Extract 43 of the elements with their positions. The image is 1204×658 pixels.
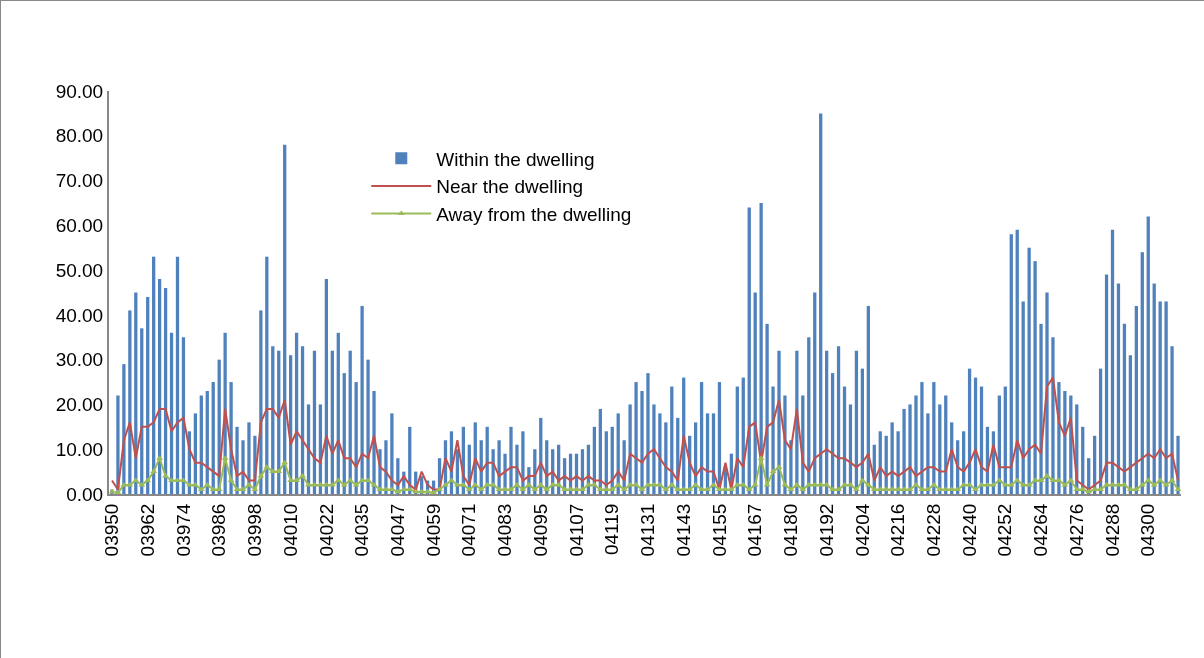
x-tick-label: 04155	[708, 503, 730, 557]
x-tick-label: 04276	[1065, 503, 1087, 557]
y-tick-label: 80.00	[55, 125, 104, 147]
y-tick-label: 60.00	[55, 214, 104, 236]
x-tick-label: 03986	[208, 503, 230, 557]
x-tick-label: 04216	[887, 503, 909, 557]
x-tick-label: 04180	[780, 503, 802, 557]
x-tick-label: 04010	[279, 503, 301, 557]
x-tick-label: 04167	[744, 503, 766, 557]
y-tick-label: 10.00	[55, 438, 104, 460]
y-tick-label: 0.00	[66, 483, 104, 505]
x-tick-label: 04071	[458, 503, 480, 557]
x-tick-label: 04288	[1101, 503, 1123, 557]
legend-label: Away from the dwelling	[436, 204, 632, 226]
y-tick-label: 40.00	[55, 304, 104, 326]
x-tick-label: 04047	[387, 503, 409, 557]
x-tick-label: 03950	[101, 503, 123, 557]
x-tick-label: 04143	[672, 503, 694, 557]
x-tick-label: 04264	[1030, 503, 1052, 557]
x-tick-label: 04228	[923, 503, 945, 557]
y-tick-label: 50.00	[55, 259, 104, 281]
y-tick-label: 70.00	[55, 170, 104, 192]
x-tick-label: 03962	[136, 503, 158, 557]
legend-label: Within the dwelling	[436, 148, 595, 170]
x-tick-label: 04107	[565, 503, 587, 557]
x-tick-label: 03998	[244, 503, 266, 557]
y-tick-label: 30.00	[55, 349, 104, 371]
x-tick-label: 04022	[315, 503, 337, 557]
x-tick-label: 04083	[494, 503, 516, 557]
y-tick-label: 90.00	[55, 80, 104, 102]
x-tick-label: 04059	[422, 503, 444, 557]
x-tick-label: 04131	[637, 503, 659, 557]
legend-label: Near the dwelling	[436, 176, 584, 198]
x-tick-label: 04204	[851, 503, 873, 557]
x-tick-label: 03974	[172, 503, 194, 557]
x-tick-label: 04252	[994, 503, 1016, 557]
y-tick-label: 20.00	[55, 394, 104, 416]
x-tick-label: 04240	[958, 503, 980, 557]
x-tick-label: 04300	[1137, 503, 1159, 557]
x-tick-label: 04035	[351, 503, 373, 557]
x-tick-label: 04095	[529, 503, 551, 557]
x-tick-label: 04192	[815, 503, 837, 557]
x-tick-label: 04119	[601, 503, 623, 556]
